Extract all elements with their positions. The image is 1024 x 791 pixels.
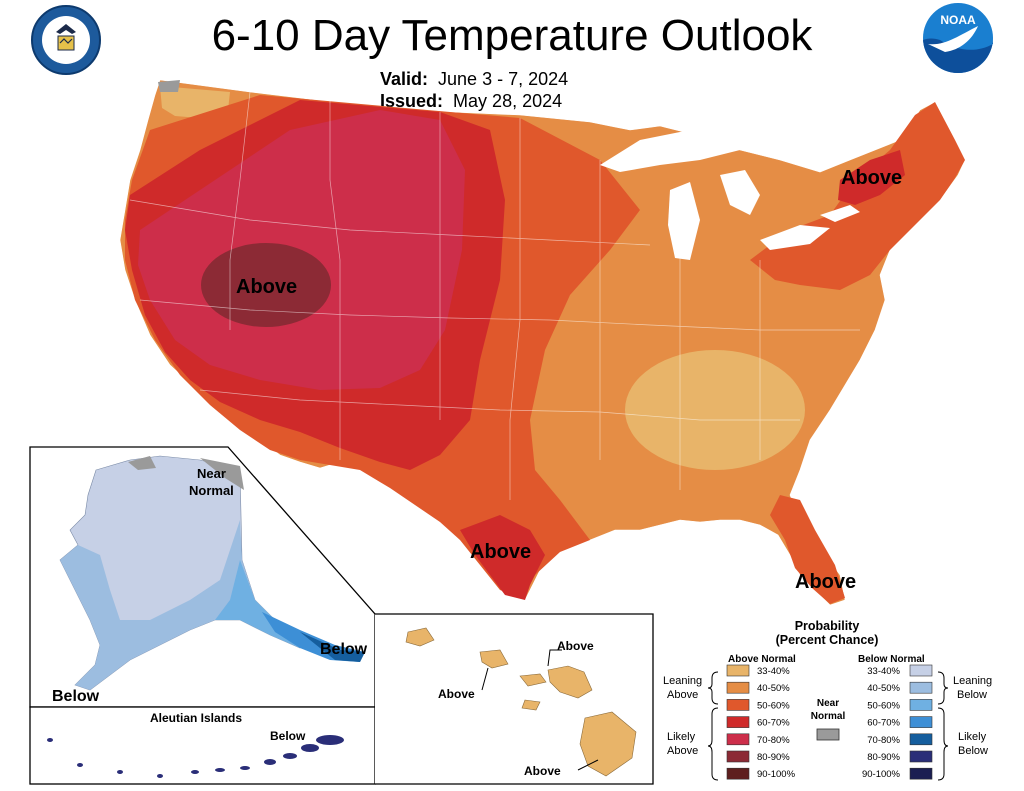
likely-below-line2: Below <box>958 745 988 757</box>
alaska-region-50-60 <box>215 560 310 648</box>
aleutian-islands-shapes <box>47 735 344 778</box>
legend-brace-left-top <box>707 671 719 705</box>
alaska-label-below-southwest: Below <box>52 688 100 705</box>
likely-above-line2: Above <box>667 745 698 757</box>
near-normal-swatch <box>816 728 840 741</box>
legend-title-line1: Probability <box>795 619 860 633</box>
legend-above-swatch-6 <box>726 767 750 780</box>
legend-brace-right-bottom <box>937 707 949 781</box>
legend-above-swatch-2 <box>726 699 750 711</box>
aleutian-inset: Aleutian Islands Below <box>29 706 376 785</box>
legend-below-swatch-6 <box>909 767 933 780</box>
likely-below-line1: Likely <box>958 731 987 743</box>
alaska-region-70-80 <box>300 632 365 662</box>
page-title: 6-10 Day Temperature Outlook <box>211 11 813 60</box>
conus-region-60-70-texas <box>460 515 545 600</box>
svg-text:NOAA: NOAA <box>940 13 976 27</box>
leaning-below-line1: Leaning <box>953 675 992 687</box>
noaa-logo-icon: NOAA <box>923 3 993 73</box>
hawaii-leader-lines <box>481 649 599 771</box>
legend-below-swatch-5 <box>909 750 933 763</box>
hawaii-islands <box>405 627 637 777</box>
valid-value: June 3 - 7, 2024 <box>438 69 569 89</box>
valid-label: Valid: <box>380 69 429 89</box>
legend-below-swatch-2 <box>909 699 933 711</box>
legend-above-range-3: 60-70% <box>757 718 790 729</box>
legend-below-swatch-0 <box>909 664 933 677</box>
commerce-seal-icon <box>31 5 101 75</box>
legend-above-range-2: 50-60% <box>757 700 790 711</box>
alaska-label-near-normal-line1: Near <box>197 466 226 481</box>
legend-above-swatch-3 <box>726 716 750 728</box>
leaning-above-line1: Leaning <box>663 675 702 687</box>
aleutian-label-below: Below <box>270 729 306 743</box>
conus-region-33-40-southeast <box>625 350 805 470</box>
legend-above-range-6: 90-100% <box>757 769 796 780</box>
issued-value: May 28, 2024 <box>453 91 563 111</box>
legend-above-swatch-1 <box>726 681 750 694</box>
legend-above-range-4: 70-80% <box>757 735 790 746</box>
legend-below-header: Below Normal <box>858 654 925 665</box>
conus-region-near-normal <box>158 80 180 92</box>
legend-below-swatch-4 <box>909 733 933 746</box>
alaska-region-near-normal <box>128 456 156 470</box>
legend-below-swatches: 33-40% 40-50% 50-60% 60-70% 70-80% 80-90% 90-1… <box>862 664 933 780</box>
alaska-region-40-50 <box>60 520 310 690</box>
state-borders <box>129 91 860 500</box>
great-lakes <box>600 130 860 260</box>
conus-label-above-northeast: Above <box>841 167 902 189</box>
legend-below-range-2: 50-60% <box>867 700 900 711</box>
leaning-below-line2: Below <box>957 689 987 701</box>
legend: Probability (Percent Chance) Above Norma… <box>663 619 992 781</box>
hawaii-label-above-maui: Above <box>557 639 594 653</box>
alaska-region-60-70 <box>262 612 365 662</box>
conus-region-33-40-northwest <box>160 86 230 118</box>
legend-above-swatches: 33-40% 40-50% 50-60% 60-70% 70-80% 80-90% 90-1… <box>726 664 796 780</box>
legend-above-swatch-5 <box>726 750 750 763</box>
conus-label-above-florida: Above <box>795 571 856 593</box>
alaska-label-near-normal-line2: Normal <box>189 483 234 498</box>
legend-below-swatch-3 <box>909 716 933 728</box>
hawaii-label-above-oahu: Above <box>438 687 475 701</box>
legend-below-range-0: 33-40% <box>867 666 900 677</box>
legend-above-range-5: 80-90% <box>757 752 790 763</box>
legend-brace-left-bottom <box>707 707 719 781</box>
conus-label-above-west: Above <box>236 276 297 298</box>
legend-brace-right-top <box>937 671 949 705</box>
legend-below-swatch-1 <box>909 681 933 694</box>
legend-below-range-4: 70-80% <box>867 735 900 746</box>
alaska-inset: Near Normal Below Below <box>29 446 376 708</box>
conus-region-80-90 <box>201 243 331 327</box>
legend-above-swatch-4 <box>726 733 750 746</box>
legend-above-range-1: 40-50% <box>757 683 790 694</box>
near-normal-line1: Near <box>817 698 839 709</box>
near-normal-line2: Normal <box>811 711 846 722</box>
conus-label-above-texas: Above <box>470 541 531 563</box>
hawaii-inset: Above Above Above <box>375 613 654 785</box>
legend-below-range-6: 90-100% <box>862 769 901 780</box>
hawaii-label-above-bigisland: Above <box>524 764 561 778</box>
issued-label: Issued: <box>380 91 444 111</box>
conus-region-60-70-northeast <box>838 150 905 205</box>
legend-below-range-1: 40-50% <box>867 683 900 694</box>
legend-above-swatch-0 <box>726 664 750 677</box>
conus-region-50-60-florida <box>770 495 845 604</box>
aleutian-title: Aleutian Islands <box>150 711 242 725</box>
leaning-above-line2: Above <box>667 689 698 701</box>
legend-title-line2: (Percent Chance) <box>776 633 879 647</box>
legend-below-range-5: 80-90% <box>867 752 900 763</box>
likely-above-line1: Likely <box>667 731 696 743</box>
alaska-region-near-normal-north <box>200 458 244 490</box>
aleutian-inset-border <box>29 706 376 785</box>
legend-below-range-3: 60-70% <box>867 718 900 729</box>
valid-dates: Valid: June 3 - 7, 2024 Issued: May 28, … <box>380 68 680 112</box>
alaska-label-below-southeast: Below <box>320 641 368 658</box>
legend-above-header: Above Normal <box>728 654 796 665</box>
legend-above-range-0: 33-40% <box>757 666 790 677</box>
